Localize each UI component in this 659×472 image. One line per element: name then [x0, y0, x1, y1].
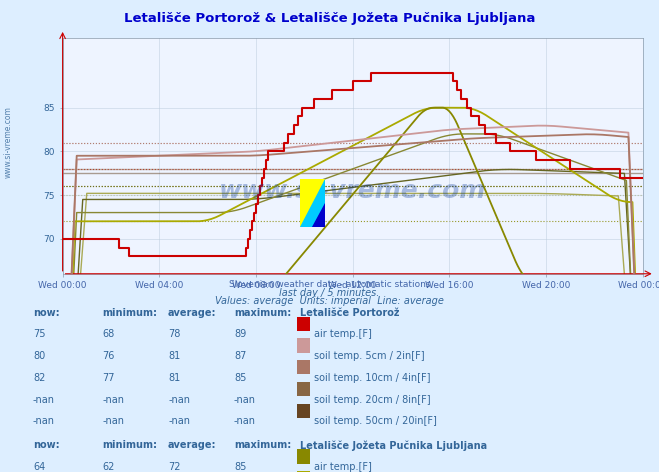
Text: 85: 85	[234, 373, 246, 383]
Text: Slovenian weather data - automatic stations: Slovenian weather data - automatic stati…	[229, 280, 430, 289]
Text: soil temp. 20cm / 8in[F]: soil temp. 20cm / 8in[F]	[314, 395, 431, 405]
Text: -nan: -nan	[234, 395, 256, 405]
Text: 87: 87	[234, 351, 246, 361]
Text: 68: 68	[102, 329, 115, 339]
Polygon shape	[300, 179, 325, 227]
Text: -nan: -nan	[33, 416, 55, 426]
Text: 81: 81	[168, 351, 181, 361]
Text: Letališče Portorož & Letališče Jožeta Pučnika Ljubljana: Letališče Portorož & Letališče Jožeta Pu…	[124, 12, 535, 25]
Text: Letališče Jožeta Pučnika Ljubljana: Letališče Jožeta Pučnika Ljubljana	[300, 440, 487, 451]
Text: -nan: -nan	[168, 416, 190, 426]
Text: air temp.[F]: air temp.[F]	[314, 329, 372, 339]
Text: Values: average  Units: imperial  Line: average: Values: average Units: imperial Line: av…	[215, 296, 444, 306]
Text: 78: 78	[168, 329, 181, 339]
Text: maximum:: maximum:	[234, 440, 291, 450]
Text: 89: 89	[234, 329, 246, 339]
Text: -nan: -nan	[168, 395, 190, 405]
Text: now:: now:	[33, 308, 59, 318]
Text: 81: 81	[168, 373, 181, 383]
Text: -nan: -nan	[33, 395, 55, 405]
Text: minimum:: minimum:	[102, 308, 157, 318]
Text: last day / 5 minutes.: last day / 5 minutes.	[279, 288, 380, 298]
Text: www.si-vreme.com: www.si-vreme.com	[4, 106, 13, 177]
Text: now:: now:	[33, 440, 59, 450]
Text: -nan: -nan	[102, 416, 124, 426]
Text: Letališče Portorož: Letališče Portorož	[300, 308, 399, 318]
Text: 85: 85	[234, 462, 246, 472]
Text: -nan: -nan	[102, 395, 124, 405]
Text: soil temp. 10cm / 4in[F]: soil temp. 10cm / 4in[F]	[314, 373, 431, 383]
Text: minimum:: minimum:	[102, 440, 157, 450]
Text: 62: 62	[102, 462, 115, 472]
Text: 82: 82	[33, 373, 45, 383]
Text: air temp.[F]: air temp.[F]	[314, 462, 372, 472]
Text: www.si-vreme.com: www.si-vreme.com	[219, 179, 486, 203]
Text: 75: 75	[33, 329, 45, 339]
Text: soil temp. 5cm / 2in[F]: soil temp. 5cm / 2in[F]	[314, 351, 425, 361]
Text: 80: 80	[33, 351, 45, 361]
Polygon shape	[312, 203, 325, 227]
Text: maximum:: maximum:	[234, 308, 291, 318]
Text: 76: 76	[102, 351, 115, 361]
Text: -nan: -nan	[234, 416, 256, 426]
Text: 77: 77	[102, 373, 115, 383]
Polygon shape	[300, 179, 325, 227]
Text: soil temp. 50cm / 20in[F]: soil temp. 50cm / 20in[F]	[314, 416, 437, 426]
Text: average:: average:	[168, 440, 217, 450]
Text: 72: 72	[168, 462, 181, 472]
Text: 64: 64	[33, 462, 45, 472]
Text: average:: average:	[168, 308, 217, 318]
